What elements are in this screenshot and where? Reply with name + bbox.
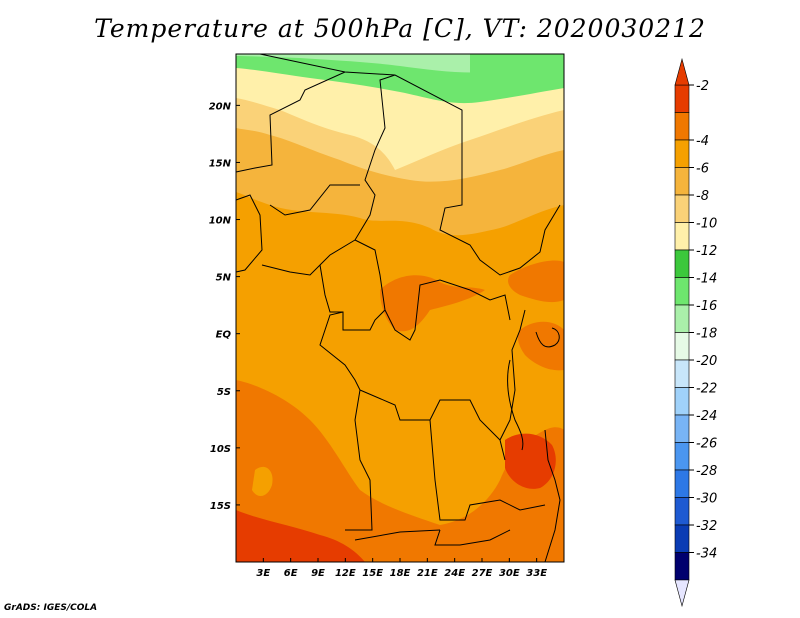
chart-title: Temperature at 500hPa [C], VT: 202003021… xyxy=(94,14,706,43)
y-tick-label: 15N xyxy=(209,158,232,169)
colorbar-label: -18 xyxy=(696,327,717,342)
colorbar-bin xyxy=(674,387,690,416)
x-tick-label: 33E xyxy=(526,568,547,579)
colorbar-label: -26 xyxy=(696,437,717,452)
colorbar-label: -8 xyxy=(696,189,709,204)
colorbar-top-arrow xyxy=(674,57,690,86)
colorbar-bin xyxy=(674,139,690,168)
patch-lake-warm xyxy=(517,321,564,371)
x-tick-label: 12E xyxy=(335,568,356,579)
colorbar-bin xyxy=(674,524,690,553)
x-tick-label: 9E xyxy=(311,568,325,579)
colorbar-bin xyxy=(674,222,690,251)
colorbar-bin xyxy=(674,414,690,443)
y-tick-label: 15S xyxy=(210,501,231,512)
patch-central-warm xyxy=(380,275,485,332)
colorbar-bin xyxy=(674,304,690,333)
x-tick-label: 21E xyxy=(417,568,438,579)
x-tick-label: 18E xyxy=(390,568,411,579)
colorbar-bin xyxy=(674,469,690,498)
colorbar-label: -22 xyxy=(696,382,717,397)
patch-mid-orange xyxy=(252,466,273,497)
colorbar-bin xyxy=(674,249,690,278)
colorbar-bin xyxy=(674,194,690,223)
colorbar-label: -34 xyxy=(696,547,717,562)
colorbar-label: -28 xyxy=(696,464,717,479)
x-tick-label: 30E xyxy=(499,568,520,579)
colorbar-label: -12 xyxy=(696,244,717,259)
x-tick-label: 15E xyxy=(362,568,383,579)
colorbar-bin xyxy=(674,112,690,141)
colorbar-label: -4 xyxy=(696,134,709,149)
x-tick-label: 27E xyxy=(472,568,493,579)
x-tick-label: 3E xyxy=(256,568,270,579)
patch-east-warm xyxy=(508,260,564,303)
credit-text: GrADS: IGES/COLA xyxy=(4,603,98,613)
colorbar-bin xyxy=(674,497,690,526)
colorbar-label: -14 xyxy=(696,272,717,287)
temperature-field xyxy=(236,54,564,562)
colorbar-label: -6 xyxy=(696,162,709,177)
y-tick-label: EQ xyxy=(216,330,232,341)
y-tick-label: 10N xyxy=(209,216,232,227)
colorbar-label: -20 xyxy=(696,354,717,369)
colorbar-bin xyxy=(674,84,690,113)
colorbar-bin xyxy=(674,442,690,471)
y-tick-label: 5S xyxy=(217,387,231,398)
y-tick-label: 5N xyxy=(216,273,232,284)
colorbar-bin xyxy=(674,332,690,361)
colorbar-bin xyxy=(674,359,690,388)
colorbar-label: -10 xyxy=(696,217,717,232)
x-tick-label: 24E xyxy=(444,568,465,579)
colorbar-bin xyxy=(674,167,690,196)
x-tick-label: 6E xyxy=(284,568,298,579)
colorbar-label: -32 xyxy=(696,519,717,534)
colorbar-bottom-arrow xyxy=(674,579,690,608)
band-m14-north-east xyxy=(470,54,564,90)
colorbar-label: -30 xyxy=(696,492,717,507)
colorbar-bin xyxy=(674,552,690,581)
colorbar: -2 -4 -6 -8 -10 -12 -14 -16 -18 -20 -22 -24 -26 -28 -3… xyxy=(674,57,717,608)
patch-se-hot xyxy=(505,433,556,489)
patch-southwest-hot xyxy=(236,510,365,562)
colorbar-label: -24 xyxy=(696,409,717,424)
colorbar-bin xyxy=(674,277,690,306)
map-borders xyxy=(235,53,561,563)
colorbar-label: -2 xyxy=(696,79,709,94)
y-tick-label: 10S xyxy=(210,444,231,455)
patch-south-warm xyxy=(236,380,564,562)
colorbar-label: -16 xyxy=(696,299,717,314)
axis-ticks: 3E 6E 9E 12E 15E 18E 21E 24E 27E 30E 33E 20N 15N 10N 5… xyxy=(209,101,548,579)
y-tick-label: 20N xyxy=(209,101,232,112)
